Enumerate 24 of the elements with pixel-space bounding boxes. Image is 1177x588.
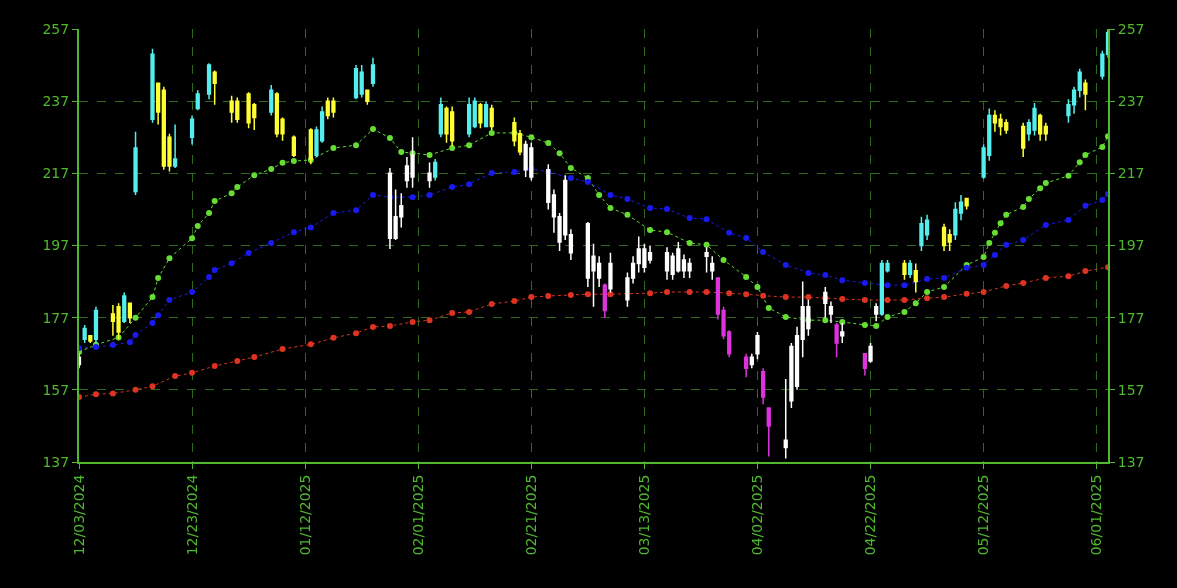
y-tick-label: 137 [42, 453, 70, 470]
y-tick-label: 157 [42, 381, 70, 398]
y2-tick-label: 137 [1117, 453, 1145, 470]
y2-tick-label: 177 [1117, 309, 1145, 326]
y-tick-label: 257 [42, 20, 70, 37]
y2-tick-label: 217 [1117, 165, 1145, 182]
y2-tick-label: 257 [1117, 20, 1145, 37]
y-tick-label: 197 [42, 237, 70, 254]
y2-tick-label: 157 [1117, 381, 1145, 398]
x-tick-label: 04/22/2025 [862, 474, 879, 556]
y2-tick-label: 197 [1117, 237, 1145, 254]
y-tick-label: 237 [42, 93, 70, 110]
x-tick-label: 12/03/2024 [70, 474, 87, 556]
x-tick-label: 12/23/2024 [183, 474, 200, 556]
y-tick-label: 217 [42, 165, 70, 182]
x-tick-label: 05/12/2025 [975, 474, 992, 556]
x-tick-label: 01/12/2025 [296, 474, 313, 556]
x-tick-label: 06/01/2025 [1088, 474, 1105, 556]
y2-tick-label: 237 [1117, 93, 1145, 110]
x-tick-label: 02/21/2025 [522, 474, 539, 556]
y-tick-label: 177 [42, 309, 70, 326]
x-tick-label: 03/13/2025 [635, 474, 652, 556]
x-tick-label: 02/01/2025 [409, 474, 426, 556]
x-tick-label: 04/02/2025 [749, 474, 766, 556]
